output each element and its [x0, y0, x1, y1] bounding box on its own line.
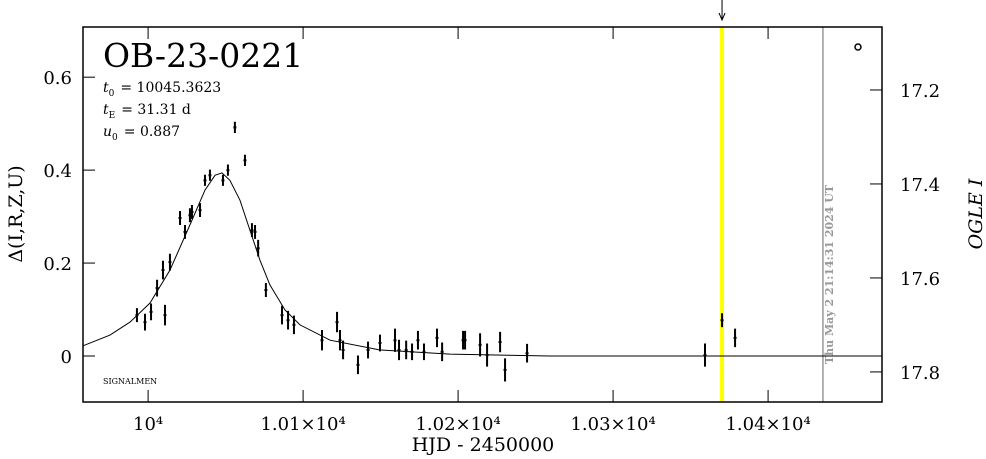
data-point: [190, 204, 194, 219]
data-point: [233, 121, 237, 133]
y2-tick-label: 17.2: [900, 81, 940, 102]
data-point: [320, 329, 324, 351]
x-axis-title: HJD - 2450000: [412, 434, 555, 456]
data-point: [422, 343, 426, 361]
parameter-subscript: 0: [112, 133, 118, 143]
data-point: [221, 174, 225, 186]
data-point: [149, 303, 153, 321]
x-tick-label: 1.02×10⁴: [415, 414, 500, 435]
parameter-symbol: u: [103, 124, 112, 140]
data-point: [378, 334, 382, 352]
data-point: [253, 224, 257, 239]
parameter-value: = 31.31 d: [121, 102, 191, 118]
data-point: [286, 310, 290, 330]
data-point: [280, 305, 284, 325]
data-point: [338, 329, 342, 351]
data-point: [264, 283, 268, 297]
parameter: u0 = 0.887: [103, 124, 180, 143]
data-point: [188, 208, 192, 223]
parameter-subscript: E: [109, 111, 116, 121]
marker-label: Thu May 2 21:14:31 2024 UT: [823, 184, 836, 364]
x-tick-label: 10⁴: [133, 414, 163, 435]
data-point: [143, 313, 147, 331]
y2-tick-label: 17.8: [900, 363, 940, 384]
y2-tick-label: 17.4: [900, 175, 940, 196]
data-point: [463, 330, 467, 350]
data-point: [703, 343, 707, 367]
data-point: [183, 224, 187, 239]
data-point: [393, 328, 397, 352]
data-point: [525, 343, 529, 363]
data-point: [485, 343, 489, 367]
data-point: [435, 328, 439, 348]
y-tick-label: 0.4: [43, 161, 72, 182]
x-tick-label: 1.04×10⁴: [725, 414, 810, 435]
data-point: [335, 311, 339, 333]
data-point: [416, 330, 420, 350]
plot-frame: [82, 26, 883, 403]
data-point: [478, 333, 482, 357]
data-point: [168, 253, 172, 271]
y2-axis-title: OGLE I: [965, 178, 986, 249]
data-point: [720, 313, 724, 328]
data-point: [163, 304, 167, 326]
data-point: [178, 211, 182, 225]
data-point: [161, 260, 165, 280]
parameter-value: = 0.887: [124, 124, 180, 140]
symbol: [854, 43, 862, 51]
parameter-symbol: t: [103, 80, 109, 96]
y-tick-label: 0.2: [43, 254, 72, 275]
data-point: [226, 164, 230, 176]
data-point: [243, 154, 247, 166]
y-tick-label: 0: [61, 347, 72, 368]
parameter-subscript: 0: [109, 89, 115, 99]
data-point: [256, 239, 260, 257]
parameter: t0 = 10045.3623: [103, 80, 221, 99]
credit: SIGNALMEN: [103, 377, 157, 386]
y2-tick-label: 17.6: [900, 269, 940, 290]
marker-arrow: [718, 0, 726, 22]
model-curve: [82, 172, 882, 357]
y-tick-label: 0.6: [43, 68, 72, 89]
data-point: [498, 331, 502, 353]
data-point: [503, 358, 507, 382]
data-point: [733, 328, 737, 348]
parameter: tE = 31.31 d: [103, 102, 191, 121]
data-point: [341, 340, 345, 360]
data-point: [203, 174, 207, 186]
data-point: [440, 342, 444, 362]
parameter-symbol: t: [103, 102, 109, 118]
data-point: [356, 355, 360, 375]
x-tick-label: 1.03×10⁴: [570, 414, 655, 435]
data-point: [404, 340, 408, 360]
data-point: [410, 343, 414, 361]
data-point: [198, 203, 202, 218]
y-axis-title: Δ(I,R,Z,U): [5, 165, 27, 262]
parameter-value: = 10045.3623: [120, 80, 221, 96]
data-point: [397, 339, 401, 361]
data-point: [250, 223, 254, 238]
x-tick-label: 1.01×10⁴: [260, 414, 345, 435]
data-point: [155, 279, 159, 297]
data-point: [366, 341, 370, 359]
chart-title: OB-23-0221: [103, 36, 303, 75]
data-point: [135, 308, 139, 323]
data-point: [208, 169, 212, 181]
data-point: [292, 315, 296, 335]
